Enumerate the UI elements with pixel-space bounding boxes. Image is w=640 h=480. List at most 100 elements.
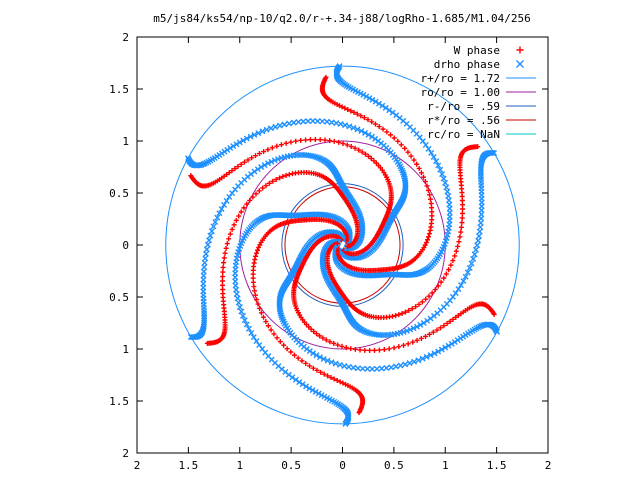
w-phase-point bbox=[419, 299, 425, 305]
w-phase-point bbox=[254, 247, 260, 253]
drho-phase-point bbox=[336, 63, 343, 70]
w-phase-point bbox=[358, 113, 364, 119]
legend-marker bbox=[516, 60, 524, 68]
drho-phase-point bbox=[364, 365, 371, 372]
drho-phase-point bbox=[259, 128, 266, 135]
drho-phase-point bbox=[437, 166, 444, 173]
drho-phase-point bbox=[489, 149, 496, 156]
drho-phase-point bbox=[300, 118, 307, 125]
drho-phase-point bbox=[290, 119, 297, 126]
w-phase-point bbox=[422, 179, 428, 185]
w-phase-point bbox=[220, 264, 226, 270]
y-tick-label: 1.5 bbox=[109, 395, 129, 408]
w-phase-point bbox=[307, 137, 313, 143]
drho-phase-point bbox=[440, 175, 447, 182]
w-phase-point bbox=[339, 343, 345, 349]
w-phase-point bbox=[351, 109, 357, 115]
w-phase-point bbox=[221, 260, 227, 266]
drho-phase-point bbox=[312, 388, 319, 395]
w-phase-point bbox=[411, 157, 417, 163]
drho-phase-point bbox=[368, 133, 375, 140]
drho-phase-point bbox=[253, 338, 260, 345]
w-phase-point bbox=[460, 206, 466, 212]
drho-phase-point bbox=[365, 131, 372, 138]
w-phase-point bbox=[323, 74, 329, 80]
drho-phase-point bbox=[261, 162, 268, 169]
w-phase-point bbox=[359, 149, 365, 155]
drho-phase-point bbox=[435, 348, 442, 355]
drho-phase-point bbox=[203, 246, 210, 253]
w-phase-point bbox=[263, 319, 269, 325]
legend-label: W phase bbox=[454, 44, 500, 57]
drho-phase-point bbox=[223, 197, 230, 204]
drho-phase-point bbox=[491, 150, 498, 157]
w-phase-point bbox=[340, 141, 346, 147]
w-phase-point bbox=[376, 347, 382, 353]
w-phase-point bbox=[423, 240, 429, 246]
w-phase-point bbox=[320, 335, 326, 341]
w-phase-point bbox=[261, 314, 267, 320]
w-phase-point bbox=[244, 201, 250, 207]
w-phase-point bbox=[298, 137, 304, 143]
w-phase-point bbox=[414, 337, 420, 343]
drho-phase-point bbox=[233, 141, 240, 148]
w-phase-point bbox=[452, 253, 458, 259]
w-phase-point bbox=[308, 326, 314, 332]
w-phase-point bbox=[356, 410, 362, 416]
w-phase-point bbox=[399, 310, 405, 316]
drho-phase-point bbox=[241, 317, 248, 324]
w-phase-point bbox=[229, 226, 235, 232]
w-phase-point bbox=[357, 347, 363, 353]
drho-phase-point bbox=[386, 107, 393, 114]
w-phase-point bbox=[448, 262, 454, 268]
w-phase-point bbox=[204, 340, 210, 346]
w-phase-point bbox=[289, 171, 295, 177]
drho-phase-point bbox=[466, 264, 473, 271]
w-phase-point bbox=[271, 331, 277, 337]
w-phase-point bbox=[354, 111, 360, 117]
drho-phase-point bbox=[407, 326, 414, 333]
drho-phase-point bbox=[236, 304, 243, 311]
w-phase-point bbox=[434, 327, 440, 333]
drho-phase-point bbox=[357, 215, 364, 222]
drho-phase-point bbox=[372, 135, 379, 142]
w-phase-point bbox=[265, 323, 271, 329]
w-phase-point bbox=[426, 231, 432, 237]
drho-phase-point bbox=[423, 353, 430, 360]
w-phase-point bbox=[241, 159, 247, 165]
drho-phase-point bbox=[476, 233, 483, 240]
drho-phase-point bbox=[474, 242, 481, 249]
drho-phase-point bbox=[435, 162, 442, 169]
w-phase-point bbox=[416, 165, 422, 171]
drho-phase-point bbox=[406, 360, 413, 367]
w-phase-point bbox=[369, 119, 375, 125]
drho-phase-point bbox=[438, 346, 445, 353]
w-phase-point bbox=[188, 173, 194, 179]
drho-phase-point bbox=[235, 299, 242, 306]
w-phase-point bbox=[274, 143, 280, 149]
w-phase-point bbox=[317, 137, 323, 143]
w-phase-point bbox=[263, 183, 269, 189]
w-phase-point bbox=[408, 153, 414, 159]
w-phase-point bbox=[253, 250, 259, 256]
drho-phase-point bbox=[460, 277, 467, 284]
w-phase-point bbox=[331, 138, 337, 144]
drho-phase-point bbox=[328, 359, 335, 366]
w-phase-point bbox=[295, 355, 301, 361]
w-phase-point bbox=[344, 142, 350, 148]
drho-phase-point bbox=[303, 383, 310, 390]
w-phase-point bbox=[283, 172, 289, 178]
w-phase-point bbox=[317, 333, 323, 339]
drho-phase-point bbox=[378, 365, 385, 372]
w-phase-point bbox=[352, 346, 358, 352]
drho-phase-point bbox=[324, 357, 331, 364]
drho-phase-point bbox=[342, 420, 349, 427]
drho-phase-point bbox=[415, 357, 422, 364]
drho-phase-point bbox=[265, 160, 272, 167]
w-phase-point bbox=[438, 279, 444, 285]
w-phase-point bbox=[335, 342, 341, 348]
drho-phase-point bbox=[333, 120, 340, 127]
w-phase-point bbox=[405, 149, 411, 155]
w-phase-point bbox=[402, 309, 408, 315]
w-phase-point bbox=[325, 373, 331, 379]
